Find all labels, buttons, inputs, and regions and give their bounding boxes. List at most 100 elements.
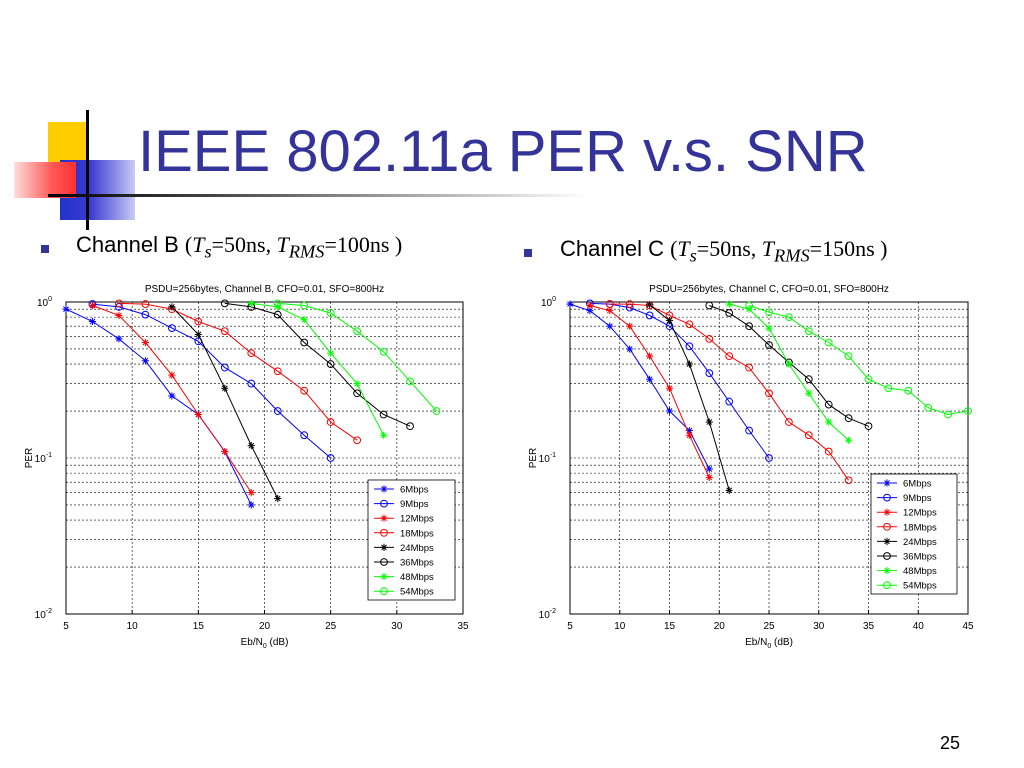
data-point <box>88 301 97 310</box>
page-number: 25 <box>940 733 961 753</box>
data-point <box>745 322 754 331</box>
legend-marker <box>883 581 891 590</box>
legend-marker <box>883 493 891 502</box>
data-point <box>705 418 713 426</box>
data-point <box>745 363 754 372</box>
legend-item: 24Mbps <box>877 537 937 548</box>
data-point <box>824 338 833 347</box>
data-point <box>944 410 953 419</box>
legend-marker <box>883 567 891 575</box>
data-point <box>804 375 813 384</box>
x-axis-label: Eb/N0 (dB) <box>241 637 289 650</box>
x-tick-label: 30 <box>391 621 403 632</box>
data-point <box>626 322 634 330</box>
legend-item: 6Mbps <box>877 479 932 490</box>
data-point <box>326 309 335 317</box>
data-point <box>353 327 362 336</box>
legend-item: 12Mbps <box>877 508 937 519</box>
series-line <box>92 303 332 459</box>
legend-item: 9Mbps <box>374 499 429 510</box>
legend-marker <box>883 522 891 531</box>
data-point <box>379 347 388 356</box>
legend-label: 9Mbps <box>400 499 429 510</box>
data-point <box>167 324 176 333</box>
data-point <box>845 436 853 444</box>
data-point <box>745 301 754 310</box>
legend-marker <box>380 543 388 551</box>
series-36mbps <box>220 299 414 431</box>
per-chart-channel-b: 5 10 15 20 25 30 35 100 10-1 10-2 PSDU=256bytes, C… <box>24 284 469 650</box>
data-point <box>765 308 773 317</box>
legend-label: 54Mbps <box>400 587 434 598</box>
legend-item: 18Mbps <box>877 522 937 533</box>
x-tick-label: 15 <box>664 621 676 632</box>
data-point <box>327 349 335 357</box>
legend-item: 9Mbps <box>877 493 932 504</box>
data-point <box>606 322 614 330</box>
data-point <box>765 324 773 332</box>
data-point <box>326 454 335 462</box>
x-axis-label: Eb/N0 (dB) <box>745 637 793 650</box>
legend-marker <box>883 479 891 487</box>
data-point <box>274 494 282 503</box>
data-point <box>725 486 733 494</box>
bullet-channel-b: Channel B (Ts=50ns, TRMS=100ns ) <box>76 232 402 262</box>
legend-box <box>367 479 456 601</box>
data-point <box>353 389 362 398</box>
data-point <box>685 342 694 351</box>
data-point <box>785 360 793 368</box>
bullet-marker <box>41 245 49 253</box>
data-point <box>88 317 97 326</box>
data-point <box>115 299 123 308</box>
series-48mbps <box>247 299 388 439</box>
data-point <box>725 309 734 317</box>
data-point <box>194 410 202 419</box>
data-point <box>273 310 282 319</box>
vertical-rule-decoration <box>86 110 89 230</box>
legend-item: 36Mbps <box>374 558 434 569</box>
legend-item: 48Mbps <box>374 572 434 583</box>
data-point <box>844 352 853 360</box>
x-tick-label: 35 <box>457 621 469 632</box>
bullet-params: (Ts=50ns, TRMS=100ns ) <box>184 232 403 262</box>
data-point <box>432 407 441 415</box>
data-point <box>141 357 149 365</box>
legend-marker <box>380 587 388 596</box>
data-point <box>785 418 793 426</box>
data-point <box>765 341 773 349</box>
data-point <box>353 379 361 388</box>
series-54mbps <box>745 301 972 419</box>
series-24mbps <box>168 303 282 503</box>
data-point <box>884 384 893 393</box>
x-tick-label: 5 <box>63 621 69 632</box>
data-point <box>864 422 873 431</box>
horizontal-rule-decoration <box>48 194 588 197</box>
data-point <box>406 422 414 431</box>
x-tick-label: 25 <box>325 621 337 632</box>
data-point <box>685 360 693 368</box>
chart-title: PSDU=256bytes, Channel C, CFO=0.01, SFO=… <box>649 284 889 295</box>
data-point <box>300 301 309 310</box>
chart-title: PSDU=256bytes, Channel B, CFO=0.01, SFO=… <box>145 284 384 295</box>
data-point <box>221 384 229 392</box>
red-square-decoration <box>14 162 76 198</box>
legend-marker <box>883 537 891 545</box>
legend-item: 54Mbps <box>877 581 937 592</box>
series-24mbps <box>646 301 733 494</box>
data-point <box>220 327 229 336</box>
data-point <box>300 386 309 395</box>
legend-item: 6Mbps <box>374 485 429 496</box>
y-tick-label: 10-1 <box>539 452 556 465</box>
data-point <box>804 431 813 440</box>
data-point <box>247 349 256 358</box>
series-12mbps <box>586 301 713 482</box>
data-point <box>566 300 574 308</box>
data-point <box>586 301 594 310</box>
data-point <box>300 316 308 324</box>
y-axis-label: PER <box>24 448 35 469</box>
data-point <box>805 389 813 397</box>
data-point <box>247 489 255 497</box>
data-point <box>825 418 833 426</box>
x-tick-label: 30 <box>813 621 825 632</box>
legend-label: 24Mbps <box>903 537 937 548</box>
